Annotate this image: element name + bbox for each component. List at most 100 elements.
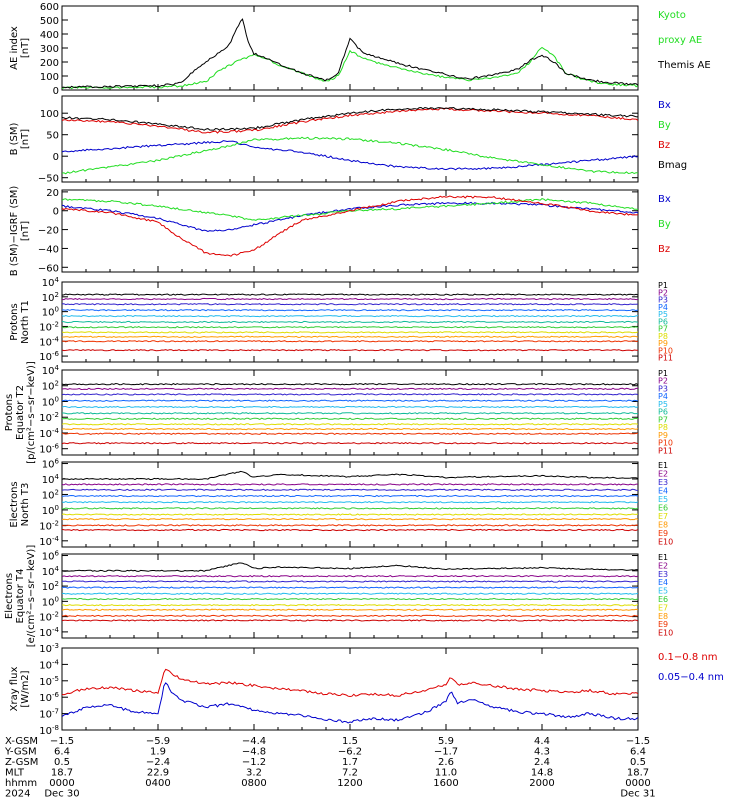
series-line-e2 [62, 574, 638, 578]
y-tick-label: 10-6 [39, 691, 59, 704]
legend-label: P6 [658, 408, 668, 417]
panel-frame [61, 461, 639, 548]
series-line-p11 [62, 442, 638, 445]
y-tick-label: 106 [42, 550, 60, 563]
legend-label: E4 [658, 578, 668, 587]
series-line-e10 [62, 528, 638, 532]
legend-label: E4 [658, 487, 668, 496]
y-tick-label: 10-3 [39, 642, 59, 655]
legend-label: P8 [658, 423, 668, 432]
legend-label: Bx [658, 100, 671, 111]
x-axis-row-label: hhmm [5, 778, 37, 789]
y-tick-label: 10-2 [39, 611, 59, 624]
series-line-e7 [62, 513, 638, 516]
x-axis-tick-value: 1.9 [150, 747, 166, 758]
x-axis-tick-value: 22.9 [147, 768, 169, 779]
legend-label: Bx [658, 194, 671, 205]
y-tick-label: 20 [46, 188, 59, 199]
legend-label: Bz [658, 244, 670, 255]
series-line-p5 [62, 405, 638, 409]
y-tick-label: 100 [42, 306, 59, 319]
series-line-e4 [62, 494, 638, 498]
series-line-p4 [62, 399, 638, 402]
x-axis-tick-value: −1.5 [626, 736, 650, 747]
y-axis-unit: [nT] [20, 221, 31, 241]
legend-label: P11 [658, 446, 673, 455]
x-axis-tick-value: −1.5 [50, 736, 74, 747]
series-line-p9 [62, 335, 638, 338]
y-axis-label-line2: Equator T4 [15, 569, 26, 624]
x-axis-tick-value: 18.7 [51, 768, 73, 779]
y-tick-label: 10-5 [39, 675, 59, 688]
x-axis-tick-value: 1.7 [342, 757, 358, 768]
x-axis-tick-value: 11.0 [435, 768, 457, 779]
legend-label: 0.05−0.4 nm [658, 672, 724, 683]
series-line-p7 [62, 326, 638, 329]
y-tick-label: 300 [40, 44, 59, 55]
legend-label: P1 [658, 369, 668, 378]
legend-label: E8 [658, 521, 668, 530]
x-axis-row-label: Y-GSM [4, 747, 37, 758]
panel-frame [61, 647, 639, 731]
x-axis-tick-value: 18.7 [627, 768, 649, 779]
x-axis-tick-value: −4.4 [242, 736, 266, 747]
x-axis-tick-value: 0800 [241, 778, 266, 789]
y-axis-label: Xray flux [9, 667, 20, 712]
series-line-p6 [62, 412, 638, 415]
y-tick-label: 10-6 [39, 350, 59, 363]
series-line-p1 [62, 293, 638, 296]
x-axis-tick-value: 1.5 [342, 736, 358, 747]
x-axis-tick-value: 7.2 [342, 768, 358, 779]
legend-label: E8 [658, 612, 668, 621]
panel-frame [61, 5, 639, 91]
x-axis-row-label: MLT [5, 768, 25, 779]
legend-label: P10 [658, 439, 673, 448]
y-axis-label: B (SM)−IGRF (SM) [9, 186, 20, 277]
legend-label: P7 [658, 415, 668, 424]
y-tick-label: 0 [53, 152, 59, 163]
y-tick-label: 50 [46, 131, 59, 142]
series-line-e2 [62, 483, 638, 486]
y-tick-label: 10-4 [39, 626, 59, 639]
series-line-p4 [62, 309, 638, 312]
series-line-by [62, 136, 638, 175]
series-line-bz [62, 107, 638, 134]
y-tick-label: −60 [38, 263, 59, 274]
x-axis-tick-value: 6.4 [630, 747, 646, 758]
series-line-e10 [62, 619, 638, 622]
legend-label: P3 [658, 296, 668, 305]
panel-ae: 600 500 400 300 200 100 0 AE index [nT] Kyoto prox… [9, 2, 711, 97]
y-axis-label: Electrons [4, 573, 15, 619]
x-axis-row-label: Z-GSM [5, 757, 38, 768]
y-axis-unit: [e/(cm²−s−sr−keV)] [26, 545, 37, 648]
y-tick-label: −40 [38, 244, 59, 255]
x-axis-tick-value: −4.8 [242, 747, 266, 758]
series-line-p5 [62, 314, 638, 318]
legend-label: E10 [658, 629, 673, 638]
y-tick-label: 104 [42, 276, 60, 289]
legend-label: E1 [658, 553, 668, 562]
series-line-e3 [62, 580, 638, 583]
y-axis-unit: [W/m2] [20, 670, 31, 707]
y-tick-label: 100 [42, 595, 59, 608]
y-axis-unit: [nT] [20, 38, 31, 58]
series-line-e6 [62, 507, 638, 510]
y-tick-label: 102 [42, 291, 59, 304]
x-axis-tick-value: −6.2 [338, 747, 362, 758]
y-tick-label: 102 [42, 380, 59, 393]
y-axis-label: B (SM) [9, 122, 20, 155]
y-tick-label: 500 [40, 16, 59, 27]
y-tick-label: 10-2 [39, 320, 59, 333]
y-tick-label: 10-4 [39, 658, 59, 671]
y-axis-label: Protons [4, 394, 15, 431]
legend-label: E5 [658, 495, 668, 504]
panel-elec_equator: 106 104 102 100 10-2 10-4 Electrons Equator T4[… [4, 545, 673, 648]
y-axis-label: AE index [9, 26, 20, 70]
legend-label: By [658, 219, 671, 230]
series-line-e1 [62, 470, 638, 481]
legend-label: P11 [658, 354, 673, 363]
series-line-p10 [62, 340, 638, 343]
